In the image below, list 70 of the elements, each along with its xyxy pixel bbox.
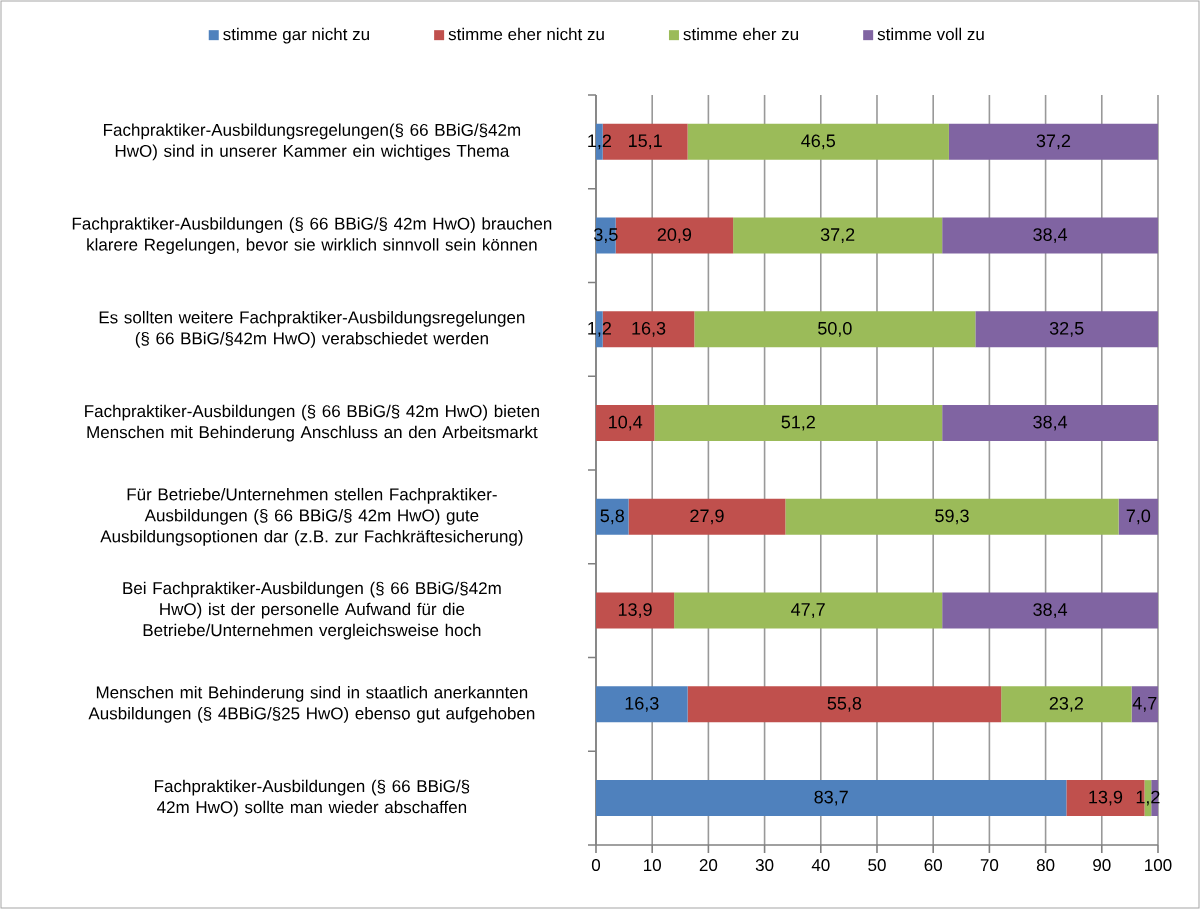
bar [942, 592, 1158, 629]
bar [628, 498, 786, 535]
y-tick-label: Bei Fachpraktiker-Ausbildungen (§ 66 BBiG/§42m HwO) ist der personelle Aufwand für die Betriebe/Unternehmen vergleichsweise hoch [123, 581, 501, 640]
bar [687, 686, 1002, 723]
data-label: 38,4 [1033, 228, 1068, 244]
data-label: 16,3 [632, 321, 666, 337]
bar [948, 123, 1158, 160]
x-tick-label: 0 [591, 859, 601, 872]
data-label: 4,7 [1132, 697, 1157, 712]
data-label: 32,5 [1049, 321, 1084, 337]
data-label: 38,4 [1033, 415, 1068, 431]
bar [595, 780, 1067, 817]
data-label: 59,3 [935, 509, 969, 525]
bar [785, 498, 1119, 535]
data-label: 1,2 [588, 134, 611, 150]
data-label: 27,9 [690, 509, 724, 525]
data-label: 38,4 [1033, 603, 1068, 619]
data-label: 50,0 [818, 321, 852, 337]
data-label: 10,4 [609, 415, 643, 431]
y-tick-label: Fachpraktiker-Ausbildungen (§ 66 BBiG/§ 42m HwO) bieten Menschen mit Behinderung Anschluss an den Arbeitsmarkt [85, 404, 539, 442]
bar [694, 311, 976, 348]
legend-label: stimme eher zu [683, 27, 798, 41]
bar [733, 217, 943, 254]
data-label: 37,2 [820, 228, 855, 244]
y-tick-label: Fachpraktiker-Ausbildungen (§ 66 BBiG/§ 42m HwO) sollte man wieder abschaffen [155, 779, 470, 817]
legend-label: stimme gar nicht zu [223, 27, 369, 44]
x-tick-label: 40 [811, 859, 830, 872]
data-label: 55,8 [827, 696, 862, 712]
bar [975, 311, 1158, 348]
y-tick-label: Für Betriebe/Unternehmen stellen Fachpraktiker-Ausbildungen (§ 66 BBiG/§ 42m HwO) gute Ausbildungsoptionen dar (z.B. zur Fachkräftesicherung) [100, 487, 523, 546]
bar [595, 592, 675, 629]
y-tick-label: Fachpraktiker-Ausbildungen (§ 66 BBiG/§ 42m HwO) brauchen klarere Regelungen, bevor sie wirklich sinnvoll sein können [72, 217, 552, 255]
data-label: 15,1 [629, 134, 662, 150]
bar [942, 405, 1158, 442]
data-label: 16,3 [625, 696, 659, 712]
x-tick-label: 10 [644, 859, 661, 872]
data-label: 51,2 [781, 415, 815, 431]
legend-label: stimme voll zu [877, 27, 984, 41]
data-label: 7,0 [1126, 509, 1151, 525]
x-tick-label: 30 [755, 859, 774, 872]
bar [595, 498, 629, 535]
bar [595, 686, 688, 723]
data-label: 13,9 [618, 603, 652, 619]
bar [595, 405, 655, 442]
bar [1118, 498, 1158, 535]
x-tick-label: 70 [980, 859, 999, 872]
data-label: 5,8 [600, 509, 625, 525]
bar [687, 123, 949, 160]
data-label: 13,9 [1089, 790, 1123, 806]
legend-label: stimme eher nicht zu [448, 27, 604, 41]
data-label: 46,5 [801, 134, 836, 150]
data-label: 1,2 [588, 321, 611, 337]
y-tick-label: Es sollten weitere Fachpraktiker-Ausbildungsregelungen (§ 66 BBiG/§42m HwO) verabschiedet werden [99, 310, 525, 348]
x-tick-label: 100 [1145, 859, 1172, 872]
x-tick-label: 80 [1036, 859, 1055, 872]
y-tick-label: Fachpraktiker-Ausbildungsregelungen(§ 66 BBiG/§42m HwO) sind in unserer Kammer ein wichtiges Thema [103, 123, 521, 161]
data-label: 83,7 [814, 790, 848, 806]
bar [674, 592, 943, 629]
x-tick-label: 20 [699, 859, 718, 872]
x-tick-label: 50 [868, 859, 886, 872]
x-tick-label: 60 [924, 859, 942, 872]
y-tick-label: Menschen mit Behinderung sind in staatlich anerkannten Ausbildungen (§ 4BBiG/§25 HwO) ebenso gut aufgehoben [88, 685, 535, 723]
data-label: 37,2 [1036, 134, 1071, 150]
data-label: 47,7 [791, 603, 825, 618]
data-label: 20,9 [657, 228, 692, 244]
bar [1001, 686, 1132, 723]
data-label: 23,2 [1049, 696, 1083, 712]
bar [654, 405, 943, 442]
x-tick-label: 90 [1093, 859, 1111, 872]
bar [942, 217, 1158, 254]
